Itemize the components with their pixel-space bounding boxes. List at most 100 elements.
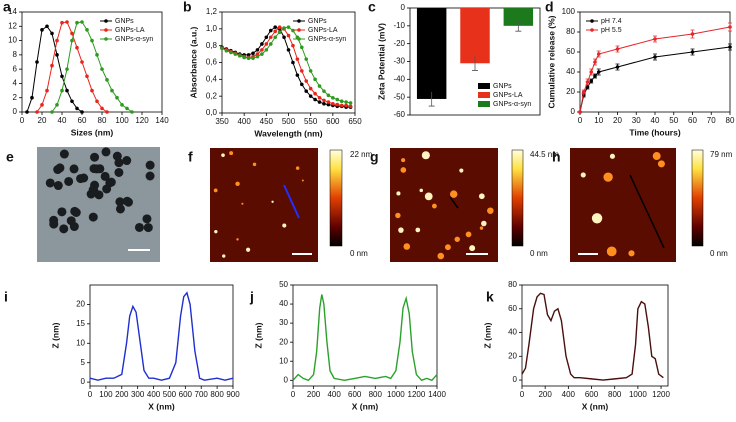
panel-label: g [370,149,379,165]
particle [102,184,112,194]
error-bar [472,56,478,71]
afm-feature [395,212,401,219]
particle [100,171,110,181]
point [331,101,335,106]
y-tick-label: 15 [76,319,85,328]
colorbar [329,149,343,247]
x-tick-label: 600 [179,390,193,399]
afm-feature [419,188,424,193]
particle [134,222,144,232]
legend-label: GNPs [115,18,134,25]
x-tick-label: 60 [688,116,697,125]
point [348,104,353,109]
y-tick-label: 0,6 [206,58,218,67]
x-tick-label: 0 [520,390,525,399]
point [251,56,255,61]
y-axis-label: Z (nm) [482,322,492,348]
y-tick-label: 20 [279,337,288,346]
y-tick-label: 40 [279,299,288,308]
point [80,110,84,114]
series-line [292,294,438,382]
point [85,28,89,32]
y-tick-label: 14 [8,7,17,16]
colorbar-label: 0 nm [350,249,368,258]
axes-frame [521,284,669,387]
afm-feature [481,220,487,227]
afm-feature [437,252,445,260]
point [295,57,300,61]
y-tick-label: 0 [81,377,86,386]
y-tick-label: 5 [81,358,86,367]
point [255,54,260,59]
point [55,38,59,43]
point [593,74,597,78]
y-tick-label: 1,2 [206,7,218,16]
legend-label: GNPs-α-syn [308,36,346,43]
particle [59,149,69,159]
afm-image [570,148,676,262]
y-tick-label: 0,2 [206,91,218,100]
point [35,110,39,114]
point [277,30,282,34]
afm-feature [628,250,635,257]
afm-feature [252,162,257,167]
profile-line [449,196,459,209]
afm-feature [396,191,401,196]
point [291,28,295,33]
y-tick-label: 4 [13,79,18,88]
legend-label: GNPs-LA [115,27,145,34]
colorbar-label: 0 nm [710,249,728,258]
afm-image [210,148,318,262]
y-tick-label: -60 [393,110,405,119]
point [115,95,119,100]
point [589,79,594,83]
point [40,28,44,32]
afm-feature [450,190,458,198]
x-tick-label: 900 [226,390,240,399]
particle [90,180,100,190]
afm-feature [444,244,451,251]
series-line [521,292,664,381]
particle [122,156,132,166]
point [690,50,695,54]
particle [69,164,79,174]
point [70,38,74,43]
y-tick-label: 0,4 [206,74,218,83]
panel-label: h [552,149,561,165]
point [224,48,229,53]
particle [55,163,65,173]
afm-feature [478,193,485,200]
point [75,106,79,111]
point [653,37,657,41]
y-tick-label: 0 [284,375,289,384]
afm-feature [479,226,484,230]
point [60,74,64,79]
x-axis-label: X (nm) [582,401,609,411]
x-tick-label: 20 [613,116,622,125]
x-tick-label: 200 [115,390,129,399]
afm-feature [431,203,437,209]
y-tick-label: 1,0 [206,24,218,33]
x-tick-label: 80 [98,116,107,125]
point [308,94,313,98]
particle [76,174,86,184]
legend-label: pH 7.4 [601,18,622,25]
point [246,53,251,57]
point [286,48,291,52]
particle [122,196,132,206]
legend-marker [104,28,108,32]
point [344,100,348,104]
y-tick-label: 20 [76,300,85,309]
bar [460,8,490,64]
point [50,110,54,114]
point [286,25,291,29]
point [260,52,264,56]
x-tick-label: 650 [348,117,362,126]
point [578,110,582,114]
point [589,70,594,74]
axes-frame [21,11,163,113]
afm-feature [469,245,476,252]
point [308,86,313,91]
x-axis-label: X (nm) [352,401,379,411]
